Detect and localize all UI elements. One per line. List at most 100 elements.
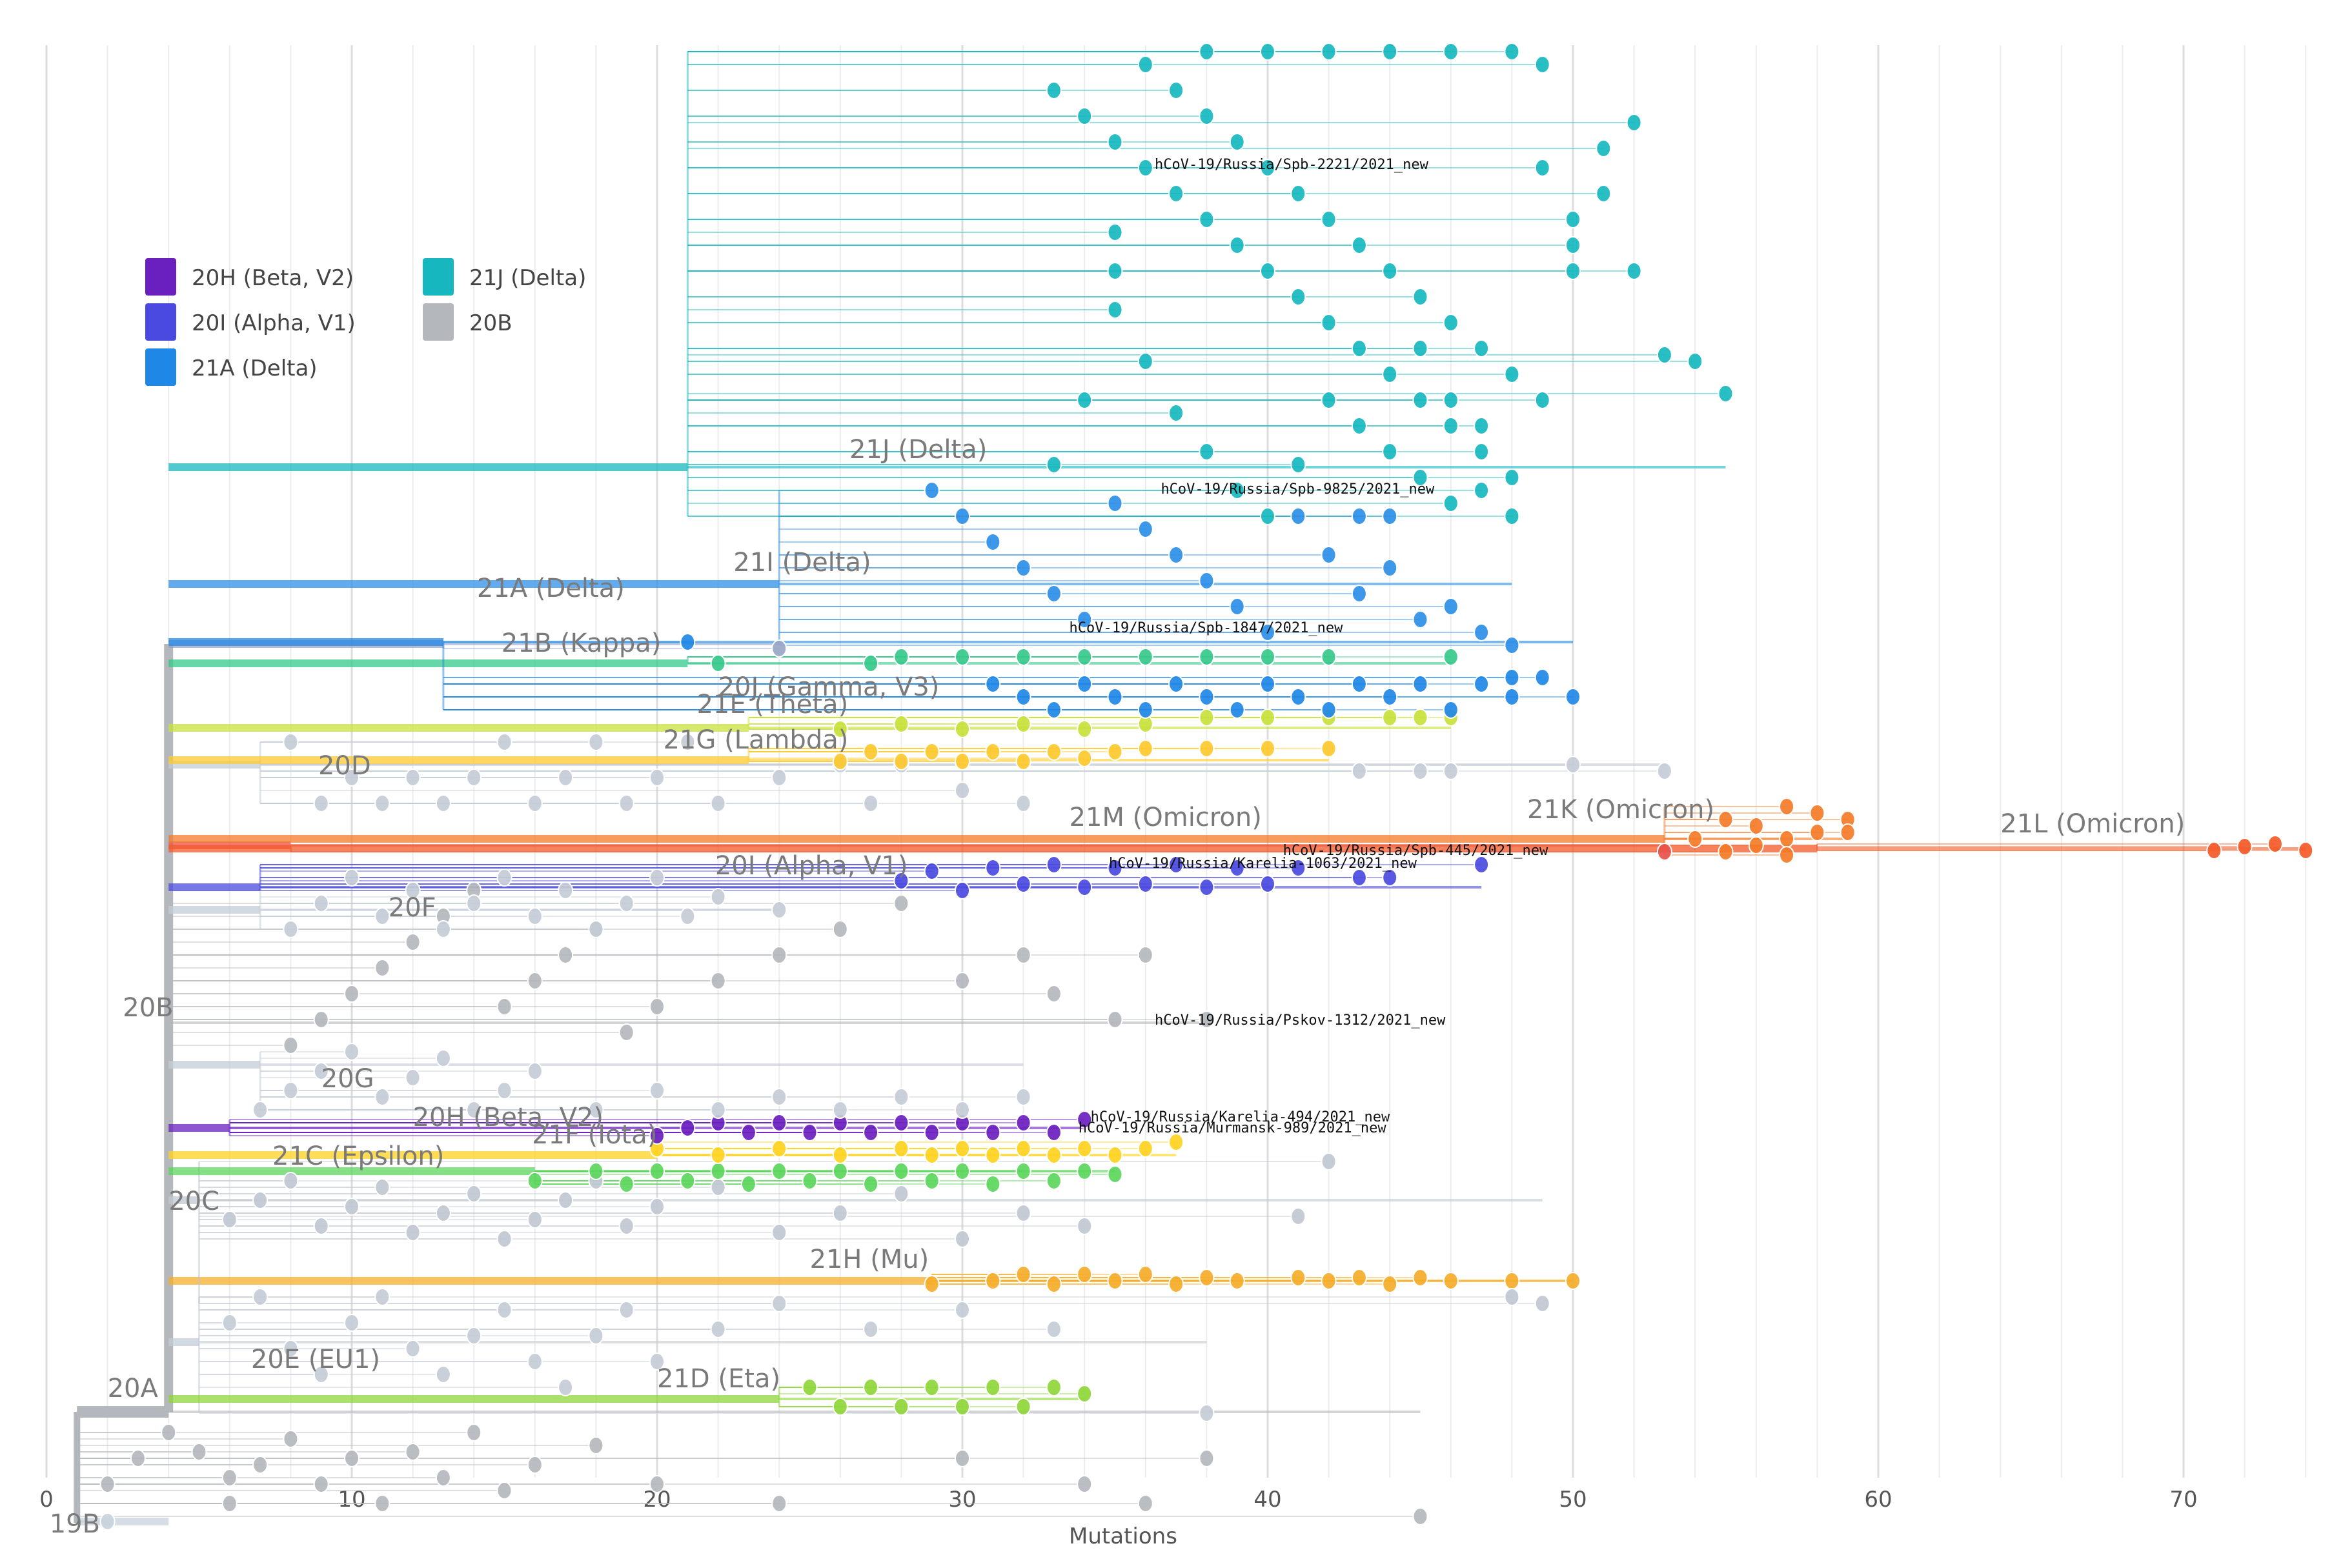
tip-node[interactable] <box>466 894 482 912</box>
tip-node[interactable] <box>1015 794 1031 812</box>
tip-node[interactable] <box>1321 1272 1337 1290</box>
tip-node[interactable] <box>283 1430 299 1448</box>
tip-node[interactable] <box>374 794 391 812</box>
tip-node[interactable] <box>1168 185 1184 203</box>
tip-node[interactable] <box>1260 648 1275 666</box>
tip-node[interactable] <box>1840 823 1856 841</box>
tip-node[interactable] <box>1290 288 1306 306</box>
tip-node[interactable] <box>1046 81 1062 99</box>
tip-node[interactable] <box>618 1301 634 1319</box>
tip-node[interactable] <box>1321 648 1337 666</box>
tip-node[interactable] <box>649 1198 665 1216</box>
tip-node[interactable] <box>1199 443 1215 461</box>
tip-node[interactable] <box>893 1185 909 1203</box>
tip-node[interactable] <box>924 481 940 499</box>
tip-node[interactable] <box>1474 417 1490 435</box>
tip-node[interactable] <box>1107 494 1123 512</box>
tip-node[interactable] <box>710 654 726 672</box>
tip-node[interactable] <box>985 1146 1001 1164</box>
tip-node[interactable] <box>313 894 329 912</box>
tip-node[interactable] <box>771 1114 787 1132</box>
tip-node[interactable] <box>649 1081 665 1100</box>
tip-node[interactable] <box>558 946 574 964</box>
tip-node[interactable] <box>1229 1272 1245 1290</box>
tip-node[interactable] <box>771 1294 787 1312</box>
tip-node[interactable] <box>985 743 1001 761</box>
tip-node[interactable] <box>527 972 543 990</box>
tip-node[interactable] <box>710 1101 726 1119</box>
tip-node[interactable] <box>893 1088 909 1106</box>
tip-node[interactable] <box>466 1327 482 1345</box>
tip-node[interactable] <box>1229 859 1245 877</box>
tip-node[interactable] <box>1107 262 1123 280</box>
tip-node[interactable] <box>1687 352 1703 370</box>
tip-node[interactable] <box>1718 810 1734 829</box>
tip-node[interactable] <box>1443 417 1459 435</box>
tip-node[interactable] <box>893 752 909 770</box>
tip-node[interactable] <box>1565 688 1581 706</box>
tip-node[interactable] <box>374 1288 391 1306</box>
tip-node[interactable] <box>1077 878 1093 896</box>
tip-node[interactable] <box>1596 139 1612 157</box>
tip-node[interactable] <box>1137 875 1153 893</box>
tip-node[interactable] <box>466 1101 482 1119</box>
tip-node[interactable] <box>1137 520 1153 538</box>
tip-node[interactable] <box>832 752 848 770</box>
tip-node[interactable] <box>1504 1288 1520 1306</box>
tip-node[interactable] <box>985 1123 1001 1141</box>
tip-node[interactable] <box>558 881 574 900</box>
tip-node[interactable] <box>1015 1140 1031 1158</box>
tip-node[interactable] <box>1534 55 1550 74</box>
tip-node[interactable] <box>283 1172 299 1190</box>
tip-node[interactable] <box>405 1069 421 1087</box>
tip-node[interactable] <box>221 1469 238 1487</box>
tip-node[interactable] <box>1412 709 1428 727</box>
tip-node[interactable] <box>1137 701 1153 719</box>
tip-node[interactable] <box>313 1217 329 1235</box>
tip-node[interactable] <box>1290 1269 1306 1287</box>
tip-node[interactable] <box>1199 1269 1215 1287</box>
tip-node[interactable] <box>924 743 940 761</box>
tip-node[interactable] <box>1504 468 1520 487</box>
tip-node[interactable] <box>1077 675 1093 693</box>
tip-node[interactable] <box>1137 352 1153 370</box>
tip-node[interactable] <box>1626 262 1642 280</box>
tip-node[interactable] <box>405 881 421 900</box>
tip-node[interactable] <box>1718 385 1734 403</box>
tip-node[interactable] <box>1046 1275 1062 1293</box>
tip-node[interactable] <box>1718 843 1734 861</box>
tip-node[interactable] <box>1504 688 1520 706</box>
tip-node[interactable] <box>496 1301 512 1319</box>
tip-node[interactable] <box>1229 133 1245 151</box>
tip-node[interactable] <box>1443 314 1459 332</box>
tip-node[interactable] <box>1015 946 1031 964</box>
tree-tip-nodes[interactable] <box>99 43 2314 1531</box>
tip-node[interactable] <box>252 1191 269 1209</box>
tip-node[interactable] <box>588 733 604 751</box>
tip-node[interactable] <box>832 1162 848 1180</box>
tip-node[interactable] <box>1474 675 1490 693</box>
tip-node[interactable] <box>1290 859 1306 877</box>
tip-node[interactable] <box>1168 1133 1184 1151</box>
tip-node[interactable] <box>1656 843 1672 861</box>
tip-node[interactable] <box>1015 1114 1031 1132</box>
tip-node[interactable] <box>1107 1010 1123 1029</box>
tip-node[interactable] <box>558 1191 574 1209</box>
tip-node[interactable] <box>405 1340 421 1358</box>
tip-node[interactable] <box>1351 417 1367 435</box>
tip-node[interactable] <box>1260 709 1275 727</box>
tip-node[interactable] <box>955 720 970 738</box>
tip-node[interactable] <box>1199 1010 1215 1029</box>
tip-node[interactable] <box>588 1327 604 1345</box>
tip-node[interactable] <box>924 1275 940 1293</box>
tip-node[interactable] <box>1077 749 1093 767</box>
tip-node[interactable] <box>344 985 360 1003</box>
tip-node[interactable] <box>1687 830 1703 848</box>
tip-node[interactable] <box>313 794 329 812</box>
tip-node[interactable] <box>1046 985 1062 1003</box>
tip-node[interactable] <box>1137 1494 1153 1513</box>
tip-node[interactable] <box>2236 838 2253 856</box>
tip-node[interactable] <box>1137 55 1153 74</box>
tip-node[interactable] <box>1382 262 1398 280</box>
tip-node[interactable] <box>1168 404 1184 422</box>
